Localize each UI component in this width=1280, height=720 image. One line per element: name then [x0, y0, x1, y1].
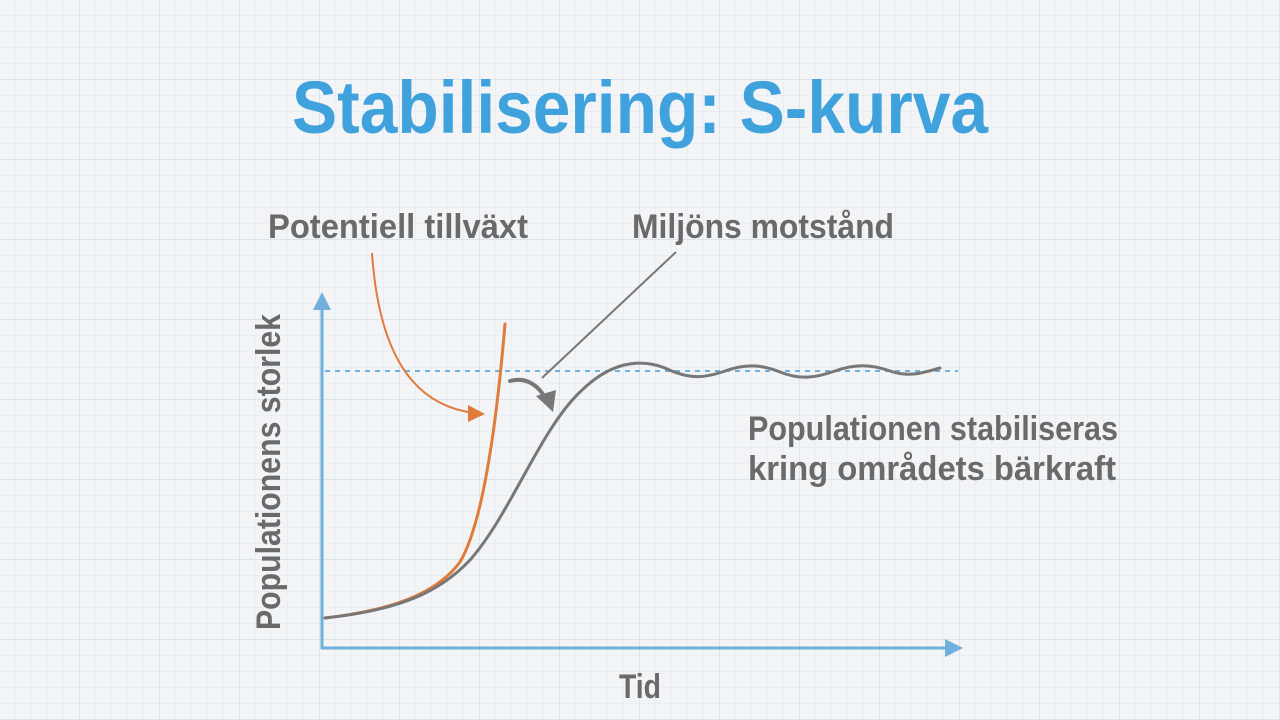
annotation: Potentiell tillväxt — [268, 208, 528, 246]
annotation: Populationen stabiliseras — [748, 410, 1118, 448]
arrow-head — [536, 390, 556, 412]
x-axis-label: Tid — [619, 668, 661, 706]
y-axis-label: Populationens storlek — [250, 314, 288, 630]
annotation: kring områdets bärkraft — [748, 450, 1116, 488]
annotation-arrow — [371, 252, 476, 414]
annotation: Miljöns motstånd — [632, 208, 894, 246]
x-arrow — [945, 639, 963, 657]
arrow-head — [468, 405, 485, 422]
pointer-line — [541, 251, 677, 379]
s-curve — [323, 361, 942, 620]
y-arrow — [313, 292, 331, 310]
title: Stabilisering: S-kurva — [292, 66, 989, 149]
axes — [320, 303, 952, 650]
